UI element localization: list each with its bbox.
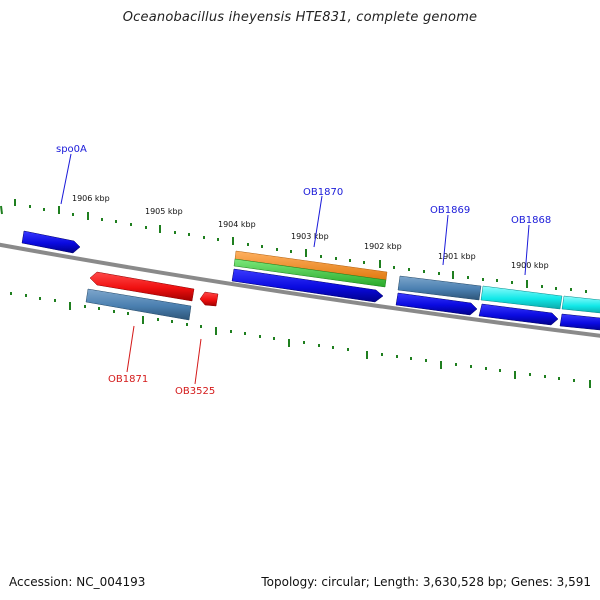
tick-major bbox=[0, 205, 3, 215]
feature-green-bar[interactable] bbox=[233, 258, 387, 288]
callout-line-ob1870 bbox=[313, 195, 323, 248]
gene-label-ob1871[interactable]: OB1871 bbox=[108, 374, 148, 385]
feature-steel-bar-ob1869[interactable] bbox=[397, 275, 482, 301]
genome-backbone bbox=[0, 242, 600, 338]
callout-line-spo0a bbox=[60, 153, 72, 205]
kbp-label: 1901 kbp bbox=[438, 252, 476, 261]
kbp-label: 1902 kbp bbox=[364, 242, 402, 251]
reverse-genes bbox=[85, 271, 219, 321]
gene-arrow-spo0a[interactable] bbox=[21, 230, 81, 254]
gene-arrow-ob1868[interactable] bbox=[478, 303, 559, 326]
gene-labels: spo0A OB1870 OB1869 OB1868 OB1871 OB3525 bbox=[56, 144, 551, 397]
gene-arrow-ob1869[interactable] bbox=[395, 292, 478, 316]
kbp-label: 1903 kbp bbox=[291, 232, 329, 241]
callout-line-ob1871 bbox=[126, 325, 135, 373]
callout-line-ob3525 bbox=[194, 338, 202, 385]
callout-lines bbox=[60, 153, 530, 385]
lower-tick-track bbox=[10, 292, 591, 388]
kbp-label: 1900 kbp bbox=[511, 261, 549, 270]
kbp-label: 1905 kbp bbox=[145, 207, 183, 216]
gene-arrow-ob1871[interactable] bbox=[89, 271, 195, 302]
map-title: Oceanobacillus iheyensis HTE831, complet… bbox=[122, 10, 478, 25]
upper-tick-track bbox=[0, 199, 587, 293]
gene-arrow-next[interactable] bbox=[559, 313, 600, 331]
feature-cyan-bar-ob1868[interactable] bbox=[480, 285, 563, 310]
accession-text: Accession: NC_004193 bbox=[9, 575, 146, 589]
gene-label-ob1869[interactable]: OB1869 bbox=[430, 205, 470, 216]
callout-line-ob1868 bbox=[524, 224, 530, 276]
feature-cyan-bar-next[interactable] bbox=[561, 295, 600, 314]
feature-steel-bar-ob1871[interactable] bbox=[85, 288, 192, 321]
forward-genes bbox=[21, 230, 600, 331]
gene-label-ob1870[interactable]: OB1870 bbox=[303, 187, 343, 198]
kbp-label: 1906 kbp bbox=[72, 194, 110, 203]
gene-arrow-ob3525[interactable] bbox=[199, 291, 219, 307]
kbp-label: 1904 kbp bbox=[218, 220, 256, 229]
gene-arrow-ob1870[interactable] bbox=[231, 268, 384, 303]
gene-label-ob3525[interactable]: OB3525 bbox=[175, 386, 215, 397]
kbp-labels: 1906 kbp 1905 kbp 1904 kbp 1903 kbp 1902… bbox=[72, 194, 549, 270]
callout-line-ob1869 bbox=[442, 214, 449, 266]
genome-summary-text: Topology: circular; Length: 3,630,528 bp… bbox=[261, 575, 591, 589]
gene-label-ob1868[interactable]: OB1868 bbox=[511, 215, 551, 226]
gene-label-spo0a[interactable]: spo0A bbox=[56, 144, 87, 155]
